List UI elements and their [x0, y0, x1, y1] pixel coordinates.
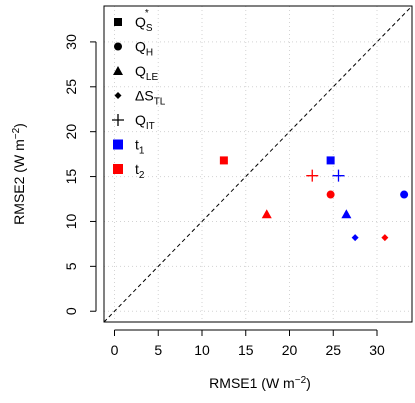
- x-tick-label: 30: [369, 342, 385, 358]
- legend-marker-diamond: [114, 92, 122, 99]
- legend-marker-bigsquare: [113, 139, 123, 150]
- data-point-t1-circle: [400, 190, 409, 199]
- legend-marker-square: [114, 18, 122, 26]
- data-point-t2-circle: [326, 190, 335, 199]
- data-point-t1-plus: [332, 169, 345, 182]
- legend-label-base: Q: [135, 63, 146, 79]
- grid-lines: [104, 6, 412, 322]
- data-point-t1-diamond: [351, 234, 359, 242]
- legend-label-sub: 2: [139, 170, 145, 181]
- y-tick-label: 20: [63, 124, 79, 140]
- y-tick-label: 0: [63, 307, 79, 315]
- x-axis-label: RMSE1 (W m−2): [209, 375, 311, 392]
- data-point-t2-triangle: [261, 209, 272, 219]
- data-point-t2-diamond: [381, 234, 389, 242]
- x-axis-label-tail: ): [306, 375, 311, 391]
- legend-label-base: t: [135, 161, 139, 177]
- legend-label-sub: TL: [154, 97, 166, 108]
- legend-label-base: Q: [135, 39, 146, 55]
- data-point-t2-plus: [306, 169, 319, 182]
- legend-label-sub: IT: [146, 121, 155, 132]
- data-point-t1-triangle: [341, 209, 352, 219]
- x-tick-label: 10: [194, 342, 210, 358]
- y-axis-label-sup: −2: [11, 127, 22, 139]
- legend-label: t1: [135, 137, 145, 157]
- legend-label-sub: H: [146, 48, 153, 59]
- diagonal-reference-line: [103, 5, 413, 323]
- legend-label: QLE: [135, 63, 158, 83]
- x-tick-label: 20: [282, 342, 298, 358]
- legend-label: QH: [135, 39, 153, 59]
- legend-label-base: Q: [135, 112, 146, 128]
- plot-area-border: [103, 5, 413, 323]
- legend-marker-triangle: [113, 66, 123, 75]
- y-axis-label-tail: ): [11, 123, 27, 128]
- data-point-t2-square: [219, 156, 228, 165]
- legend-label: ΔSTL: [135, 88, 166, 108]
- legend-marker-bigsquare: [113, 164, 123, 174]
- legend-label-sub: 1: [139, 146, 145, 157]
- data-point-t1-square: [326, 156, 335, 165]
- axes: 0 5 10 15 20 25 30 0 5 10 15 20 25 30: [63, 34, 385, 358]
- legend-label-base: t: [135, 137, 139, 153]
- y-axis-label-main: RMSE2 (W m: [11, 139, 27, 225]
- data-points: [219, 156, 409, 242]
- x-tick-label: 25: [325, 342, 341, 358]
- legend-label-sub: S: [146, 23, 153, 34]
- y-tick-label: 25: [63, 79, 79, 95]
- y-tick-label: 5: [63, 262, 79, 270]
- legend-label-sup: *: [145, 8, 149, 19]
- y-tick-label: 10: [63, 213, 79, 229]
- y-tick-label: 30: [63, 34, 79, 50]
- legend-marker-plus: [112, 114, 124, 126]
- legend-label-sub: LE: [146, 72, 159, 83]
- y-tick-label: 15: [63, 169, 79, 185]
- legend-marker-circle: [114, 42, 122, 51]
- legend-label: t2: [135, 161, 145, 181]
- x-tick-label: 5: [154, 342, 162, 358]
- y-axis-label: RMSE2 (W m−2): [11, 123, 28, 225]
- legend-label: QS: [135, 14, 153, 34]
- legend-label-base: Q: [135, 14, 146, 30]
- x-tick-label: 15: [238, 342, 254, 358]
- x-tick-label: 0: [111, 342, 119, 358]
- legend-label-base: ΔS: [135, 88, 154, 104]
- x-axis-label-main: RMSE1 (W m: [209, 375, 295, 391]
- x-axis-label-sup: −2: [295, 375, 307, 386]
- legend-label: QIT: [135, 112, 155, 132]
